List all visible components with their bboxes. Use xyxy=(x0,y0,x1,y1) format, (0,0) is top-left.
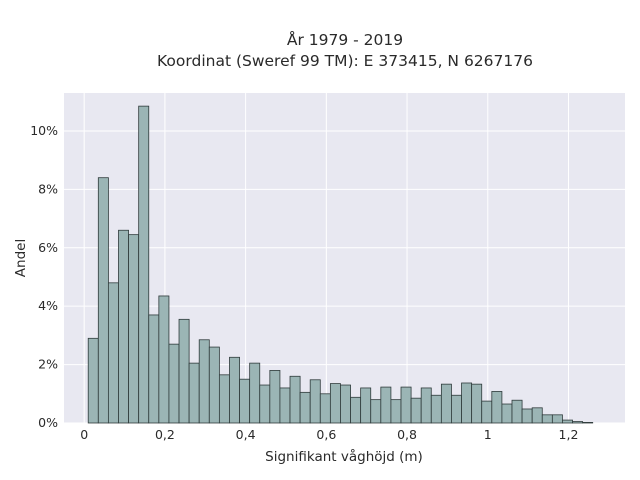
histogram-bar xyxy=(340,384,351,424)
y-tick-label: 6% xyxy=(38,240,58,255)
histogram-bar xyxy=(451,394,462,424)
histogram-bar xyxy=(541,414,553,424)
histogram-bar xyxy=(572,421,584,424)
histogram-bar xyxy=(289,375,301,424)
histogram-bar xyxy=(461,382,473,424)
histogram-bar xyxy=(350,396,362,424)
histogram-bar xyxy=(158,295,170,424)
histogram-bar xyxy=(380,386,392,424)
histogram-bar xyxy=(279,387,291,424)
x-tick-label: 0 xyxy=(80,427,88,442)
histogram-bar xyxy=(309,379,321,424)
histogram-bar xyxy=(410,397,422,424)
histogram-bar xyxy=(188,362,200,424)
histogram-bar xyxy=(562,419,573,424)
chart-title-line1: År 1979 - 2019 xyxy=(287,30,403,49)
histogram-bar xyxy=(420,387,432,424)
x-axis-ticks: 0 0,2 0,4 0,6 0,8 1 1,2 xyxy=(80,427,578,442)
histogram-bar xyxy=(319,393,331,424)
histogram-bar xyxy=(107,282,119,424)
histogram-bar xyxy=(299,391,311,424)
x-tick-label: 1,2 xyxy=(559,427,579,442)
histogram-bar xyxy=(118,229,129,424)
histogram-bar xyxy=(259,384,271,424)
histogram-bar xyxy=(501,403,513,424)
histogram-bar xyxy=(87,337,99,424)
histogram-bar xyxy=(400,386,412,424)
histogram-bar xyxy=(198,339,210,424)
histogram-bar xyxy=(97,177,109,424)
histogram-bar xyxy=(471,383,483,424)
histogram-bar xyxy=(269,370,281,424)
y-tick-label: 0% xyxy=(38,415,58,430)
histogram-bar xyxy=(440,383,452,424)
y-axis-ticks: 0% 2% 4% 6% 8% 10% xyxy=(30,123,58,430)
histogram-bar xyxy=(168,343,180,424)
histogram-bar xyxy=(360,387,372,424)
histogram-bar xyxy=(138,105,150,424)
histogram-bar xyxy=(148,314,160,424)
histogram-bar xyxy=(511,399,523,424)
histogram-bar xyxy=(582,422,594,424)
histogram-bar xyxy=(491,391,503,424)
histogram-bar xyxy=(229,356,240,424)
histogram-bar xyxy=(370,399,382,424)
x-tick-label: 0,2 xyxy=(155,427,175,442)
x-tick-label: 0,6 xyxy=(316,427,336,442)
histogram-bar xyxy=(551,414,563,424)
y-axis-label: Andel xyxy=(13,239,29,277)
x-tick-label: 0,4 xyxy=(236,427,256,442)
histogram-bar xyxy=(430,394,442,424)
histogram-bar xyxy=(521,408,533,424)
y-tick-label: 2% xyxy=(38,357,58,372)
y-tick-label: 8% xyxy=(38,181,58,196)
histogram-bar xyxy=(208,346,220,424)
histogram-bar xyxy=(531,407,543,424)
histogram-bar xyxy=(178,318,190,424)
histogram-bar xyxy=(249,362,261,424)
x-tick-label: 1 xyxy=(484,427,492,442)
histogram-bar xyxy=(218,374,230,424)
histogram-bars xyxy=(87,105,594,424)
histogram-bar xyxy=(239,378,251,424)
y-tick-label: 4% xyxy=(38,298,58,313)
histogram-bar xyxy=(390,399,402,424)
histogram-bar xyxy=(481,400,493,424)
histogram-bar xyxy=(128,234,140,424)
x-axis-label: Signifikant våghöjd (m) xyxy=(265,448,423,465)
x-tick-label: 0,8 xyxy=(397,427,417,442)
y-tick-label: 10% xyxy=(30,123,58,138)
histogram-bar xyxy=(329,383,341,424)
chart-title-line2: Koordinat (Sweref 99 TM): E 373415, N 62… xyxy=(157,52,533,70)
